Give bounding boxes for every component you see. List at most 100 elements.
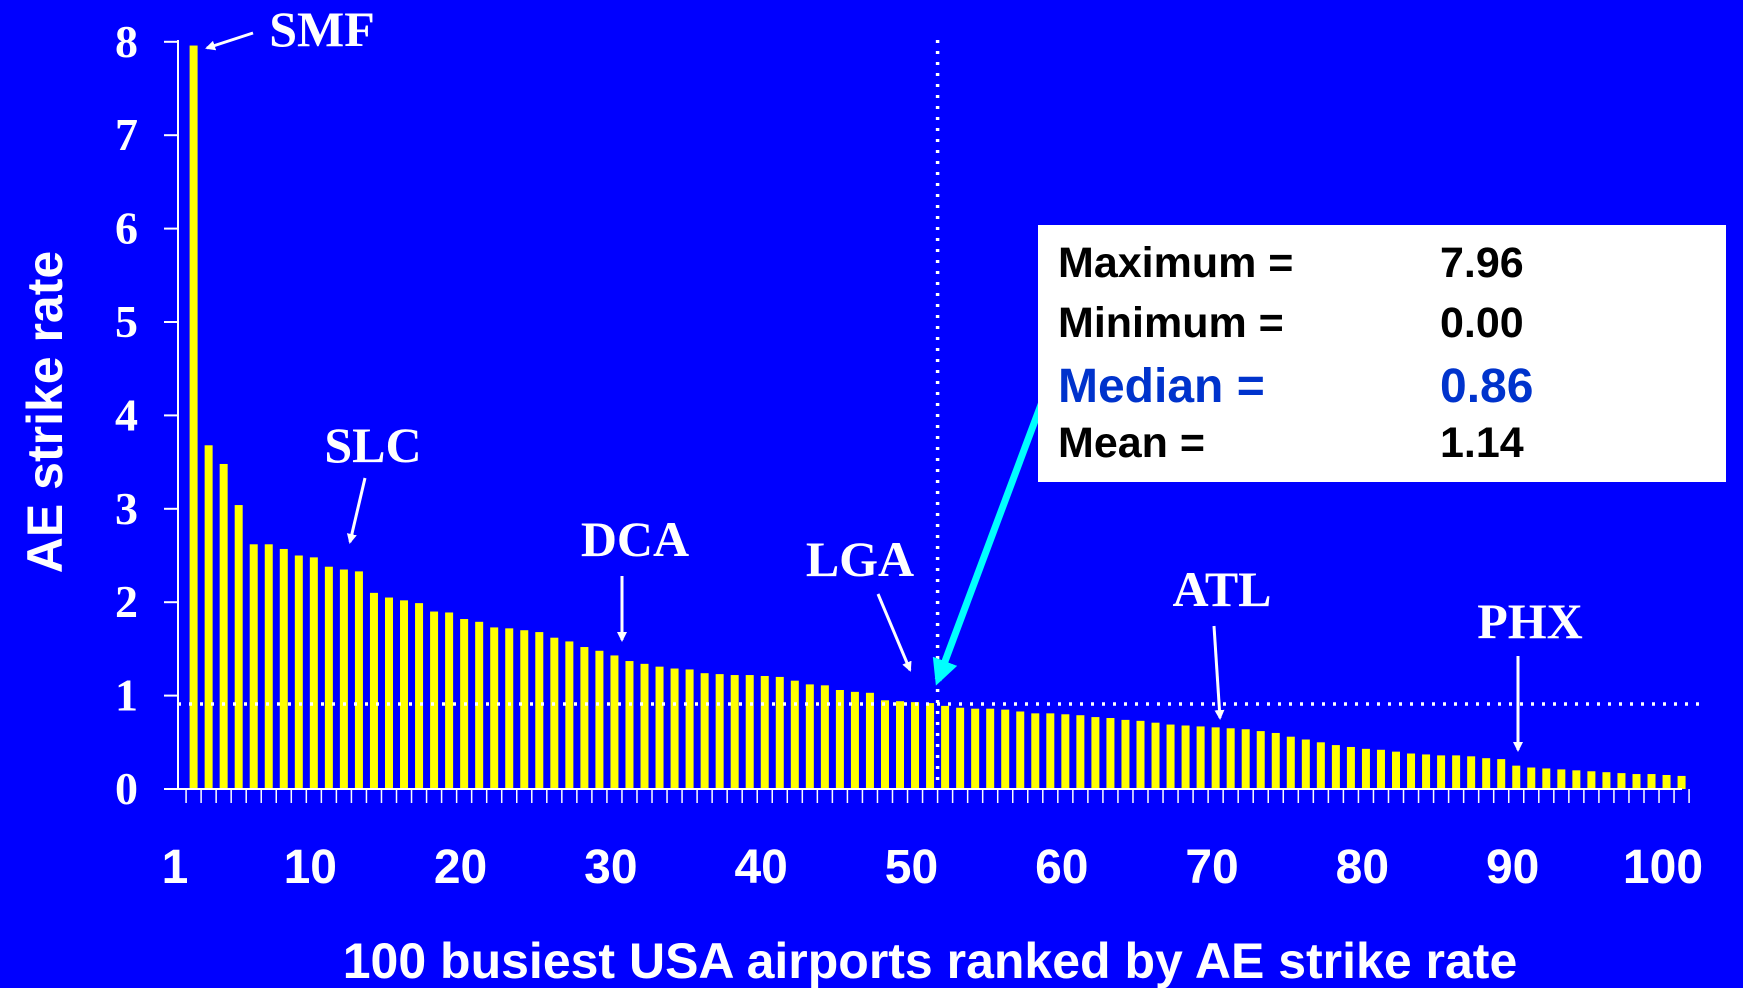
y-tick-label: 5 <box>115 296 138 347</box>
bar <box>565 641 574 789</box>
stat-label: Maximum = <box>1058 239 1294 287</box>
bar <box>1437 755 1446 789</box>
bar <box>941 705 950 789</box>
bar <box>490 627 499 789</box>
bar <box>1422 754 1431 789</box>
bar <box>760 675 769 789</box>
bar <box>1091 717 1100 789</box>
bar <box>219 463 228 789</box>
bar <box>400 600 409 789</box>
stat-value: 7.96 <box>1440 239 1524 287</box>
bar <box>805 684 814 789</box>
bar <box>1376 749 1385 789</box>
bar <box>1632 774 1641 789</box>
bar <box>520 630 529 789</box>
y-tick-label: 1 <box>115 670 138 721</box>
bar <box>1392 751 1400 789</box>
bar <box>1226 728 1235 789</box>
annotation-arrow <box>346 477 367 544</box>
bar <box>1677 775 1686 789</box>
bar <box>971 708 980 789</box>
x-tick-label: 100 <box>1623 841 1703 894</box>
stats-box: Maximum = 7.96 Minimum = 0.00 Median = 0.86 Me… <box>1038 225 1726 482</box>
annotation-phx: PHX <box>1477 593 1583 649</box>
x-tick-label: 20 <box>434 841 487 894</box>
bar <box>550 637 559 789</box>
y-tick-label: 8 <box>115 16 138 67</box>
bar <box>655 666 664 789</box>
bar <box>1076 715 1085 789</box>
x-tick-label: 40 <box>734 841 787 894</box>
x-tick-label: 80 <box>1336 841 1389 894</box>
bar <box>1617 773 1626 789</box>
bar <box>279 548 288 789</box>
annotation-arrow <box>205 31 254 51</box>
x-tick-label: 90 <box>1486 841 1539 894</box>
bar <box>1331 745 1340 789</box>
bar <box>820 685 829 789</box>
bar <box>1587 771 1596 789</box>
y-axis-label: AE strike rate <box>17 251 73 573</box>
bar <box>1361 748 1370 789</box>
bar <box>1241 729 1250 789</box>
bar <box>1256 731 1265 789</box>
bar <box>294 555 303 789</box>
bar <box>1482 758 1491 789</box>
median-pointer-arrow <box>932 384 1052 686</box>
x-tick-label: 60 <box>1035 841 1088 894</box>
bar <box>204 445 213 789</box>
stat-label: Mean = <box>1058 419 1205 467</box>
x-tick-label: 10 <box>284 841 337 894</box>
x-tick-label: 30 <box>584 841 637 894</box>
bar <box>1181 725 1190 789</box>
annotation-dca: DCA <box>581 511 689 567</box>
bar <box>505 628 514 789</box>
bar <box>384 597 393 789</box>
bar <box>189 45 198 789</box>
bar <box>790 680 799 789</box>
bar <box>415 603 424 789</box>
bar <box>1407 753 1416 789</box>
bar <box>1602 772 1611 789</box>
bar <box>986 708 995 789</box>
y-tick-label: 2 <box>115 576 138 627</box>
bar <box>309 557 318 789</box>
annotation-atl: ATL <box>1172 561 1271 617</box>
bar <box>880 700 889 789</box>
y-tick-label: 4 <box>115 389 138 440</box>
stat-value: 0.86 <box>1440 360 1534 413</box>
bar <box>595 650 604 789</box>
bar <box>1001 709 1010 789</box>
bar <box>1497 759 1506 789</box>
stat-label: Minimum = <box>1058 299 1284 347</box>
bar <box>896 701 905 789</box>
bar <box>324 566 333 789</box>
stat-row: Median = 0.86 <box>1058 359 1726 419</box>
y-tick-label: 3 <box>115 483 138 534</box>
bar <box>1031 713 1040 789</box>
bar <box>535 632 544 789</box>
bar <box>369 592 378 789</box>
bar <box>1557 769 1566 789</box>
bar <box>745 675 754 789</box>
x-tick-label: 70 <box>1185 841 1238 894</box>
x-tick-label: 1 <box>162 841 189 894</box>
bar <box>580 647 589 789</box>
bar <box>445 612 454 789</box>
bar <box>234 505 243 789</box>
bar <box>1061 714 1070 789</box>
bar <box>1211 727 1220 789</box>
bar <box>264 544 273 789</box>
bar <box>1316 742 1325 789</box>
annotation-arrow <box>876 593 912 672</box>
annotation-smf: SMF <box>269 1 375 57</box>
bar <box>1016 711 1025 789</box>
bar <box>1136 720 1145 789</box>
bar <box>685 669 694 789</box>
annotation-slc: SLC <box>324 417 421 473</box>
stat-row: Mean = 1.14 <box>1058 419 1726 479</box>
bar <box>339 569 348 789</box>
x-axis-label: 100 busiest USA airports ranked by AE st… <box>343 933 1518 988</box>
bar <box>1542 768 1551 789</box>
